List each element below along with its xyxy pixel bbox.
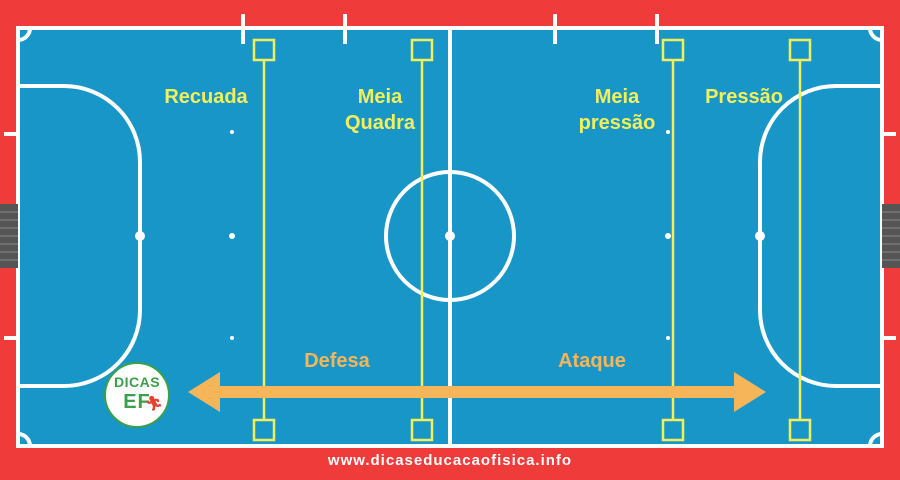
corner-arc-top-left <box>17 27 32 42</box>
zone-square <box>661 38 685 62</box>
center-circle <box>384 170 516 302</box>
zone-square <box>788 38 812 62</box>
zone-label-line: Meia <box>594 86 640 108</box>
marker-dot <box>230 336 234 340</box>
left-second-penalty-spot <box>229 233 235 239</box>
marker-dot <box>666 336 670 340</box>
runner-icon: 🏃︎ <box>145 395 163 411</box>
zone-label-pressao-text: Pressão <box>705 86 783 108</box>
marker-dot <box>666 130 670 134</box>
corner-arc-bottom-right <box>868 432 883 447</box>
corner-arc-bottom-left <box>17 432 32 447</box>
corner-arc-top-right <box>868 27 883 42</box>
zone-square <box>788 418 812 442</box>
zone-label-line: Meia <box>357 86 403 108</box>
center-spot <box>445 231 455 241</box>
left-penalty-spot <box>135 231 145 241</box>
goal-nets <box>0 211 900 261</box>
zone-square <box>252 38 276 62</box>
zone-label-meia-pressao: Meia pressão <box>565 84 669 136</box>
double-headed-arrow-icon <box>188 372 766 412</box>
court-spots <box>135 130 765 340</box>
dicas-ef-logo: DICAS EF 🏃︎ <box>104 362 170 428</box>
zone-label-meia-quadra: Meia Quadra <box>330 84 430 136</box>
logo-top-text: DICAS <box>113 374 161 390</box>
direction-label-ataque: Ataque <box>558 350 626 372</box>
zone-label-line: pressão <box>578 112 656 134</box>
right-second-penalty-spot <box>665 233 671 239</box>
right-penalty-spot <box>755 231 765 241</box>
marker-dot <box>230 130 234 134</box>
zone-square <box>661 418 685 442</box>
marking-zone-lines <box>252 38 812 442</box>
zone-label-pressao: Pressão <box>692 84 796 110</box>
zone-square <box>410 418 434 442</box>
zone-square <box>410 38 434 62</box>
zone-square <box>252 418 276 442</box>
zone-label-recuada-text: Recuada <box>164 86 248 108</box>
zone-label-recuada: Recuada <box>150 84 262 110</box>
direction-label-defesa: Defesa <box>304 350 370 372</box>
footer-website-link[interactable]: www.dicaseducacaofisica.info <box>327 452 573 469</box>
zone-label-line: Quadra <box>344 112 416 134</box>
logo-bottom-text: EF <box>123 391 151 413</box>
